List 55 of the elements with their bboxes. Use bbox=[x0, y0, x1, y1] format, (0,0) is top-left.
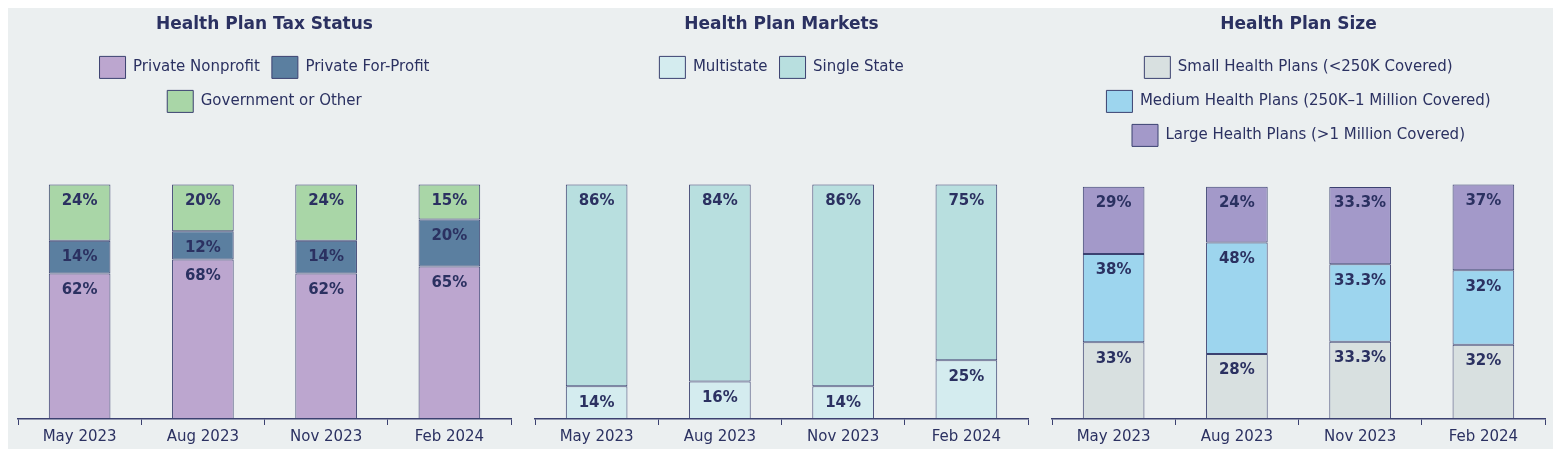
data-label: 14% bbox=[61, 247, 98, 266]
data-label: 86% bbox=[825, 190, 862, 209]
data-label: 14% bbox=[578, 392, 615, 411]
x-tick-label: Feb 2024 bbox=[931, 426, 1002, 445]
data-label: 33% bbox=[1095, 348, 1132, 367]
data-label: 33.3% bbox=[1334, 348, 1387, 367]
data-label: 62% bbox=[61, 279, 98, 298]
x-tick-label: Feb 2024 bbox=[1448, 426, 1519, 445]
x-tick-label: Aug 2023 bbox=[1200, 426, 1273, 445]
chart-title: Health Plan Tax Status bbox=[156, 12, 373, 33]
legend-label: Large Health Plans (>1 Million Covered) bbox=[1165, 125, 1465, 144]
data-label: 12% bbox=[184, 237, 221, 256]
legend-label: Small Health Plans (<250K Covered) bbox=[1177, 57, 1453, 76]
data-label: 32% bbox=[1465, 351, 1502, 370]
data-label: 86% bbox=[578, 190, 615, 209]
data-label: 32% bbox=[1465, 276, 1502, 295]
data-label: 20% bbox=[431, 225, 468, 244]
x-tick-label: May 2023 bbox=[42, 426, 117, 445]
data-label: 62% bbox=[308, 279, 345, 298]
data-label: 24% bbox=[1218, 193, 1255, 212]
x-tick-label: Aug 2023 bbox=[683, 426, 756, 445]
data-label: 68% bbox=[184, 265, 221, 284]
data-label: 24% bbox=[61, 190, 98, 209]
x-tick-label: Nov 2023 bbox=[807, 426, 880, 445]
x-tick-label: May 2023 bbox=[1076, 426, 1151, 445]
legend-label: Single State bbox=[813, 57, 904, 76]
data-label: 75% bbox=[948, 190, 985, 209]
data-label: 20% bbox=[184, 190, 221, 209]
data-label: 38% bbox=[1095, 260, 1132, 279]
x-tick-label: May 2023 bbox=[559, 426, 634, 445]
data-label: 15% bbox=[431, 190, 468, 209]
x-tick-label: Feb 2024 bbox=[414, 426, 485, 445]
x-tick-label: Aug 2023 bbox=[166, 426, 239, 445]
data-label: 33.3% bbox=[1334, 270, 1387, 289]
legend-label: Private For-Profit bbox=[305, 57, 430, 76]
data-label: 14% bbox=[308, 247, 345, 266]
data-label: 14% bbox=[825, 392, 862, 411]
data-label: 24% bbox=[308, 190, 345, 209]
data-label: 48% bbox=[1218, 248, 1255, 267]
legend-label: Medium Health Plans (250K–1 Million Covered) bbox=[1139, 91, 1491, 110]
data-label: 29% bbox=[1095, 193, 1132, 212]
data-label: 16% bbox=[701, 387, 738, 406]
data-label: 33.3% bbox=[1334, 193, 1387, 212]
data-label: 25% bbox=[948, 366, 985, 385]
data-label: 37% bbox=[1465, 190, 1502, 209]
chart-title: Health Plan Markets bbox=[684, 12, 879, 33]
legend-label: Private Nonprofit bbox=[133, 57, 260, 76]
legend-label: Multistate bbox=[692, 57, 768, 76]
x-tick-label: Nov 2023 bbox=[1324, 426, 1397, 445]
x-tick-label: Nov 2023 bbox=[290, 426, 363, 445]
data-label: 28% bbox=[1218, 360, 1255, 379]
legend-label: Government or Other bbox=[200, 91, 363, 110]
data-label: 65% bbox=[431, 272, 468, 291]
data-label: 84% bbox=[701, 190, 738, 209]
chart-title: Health Plan Size bbox=[1220, 12, 1377, 33]
